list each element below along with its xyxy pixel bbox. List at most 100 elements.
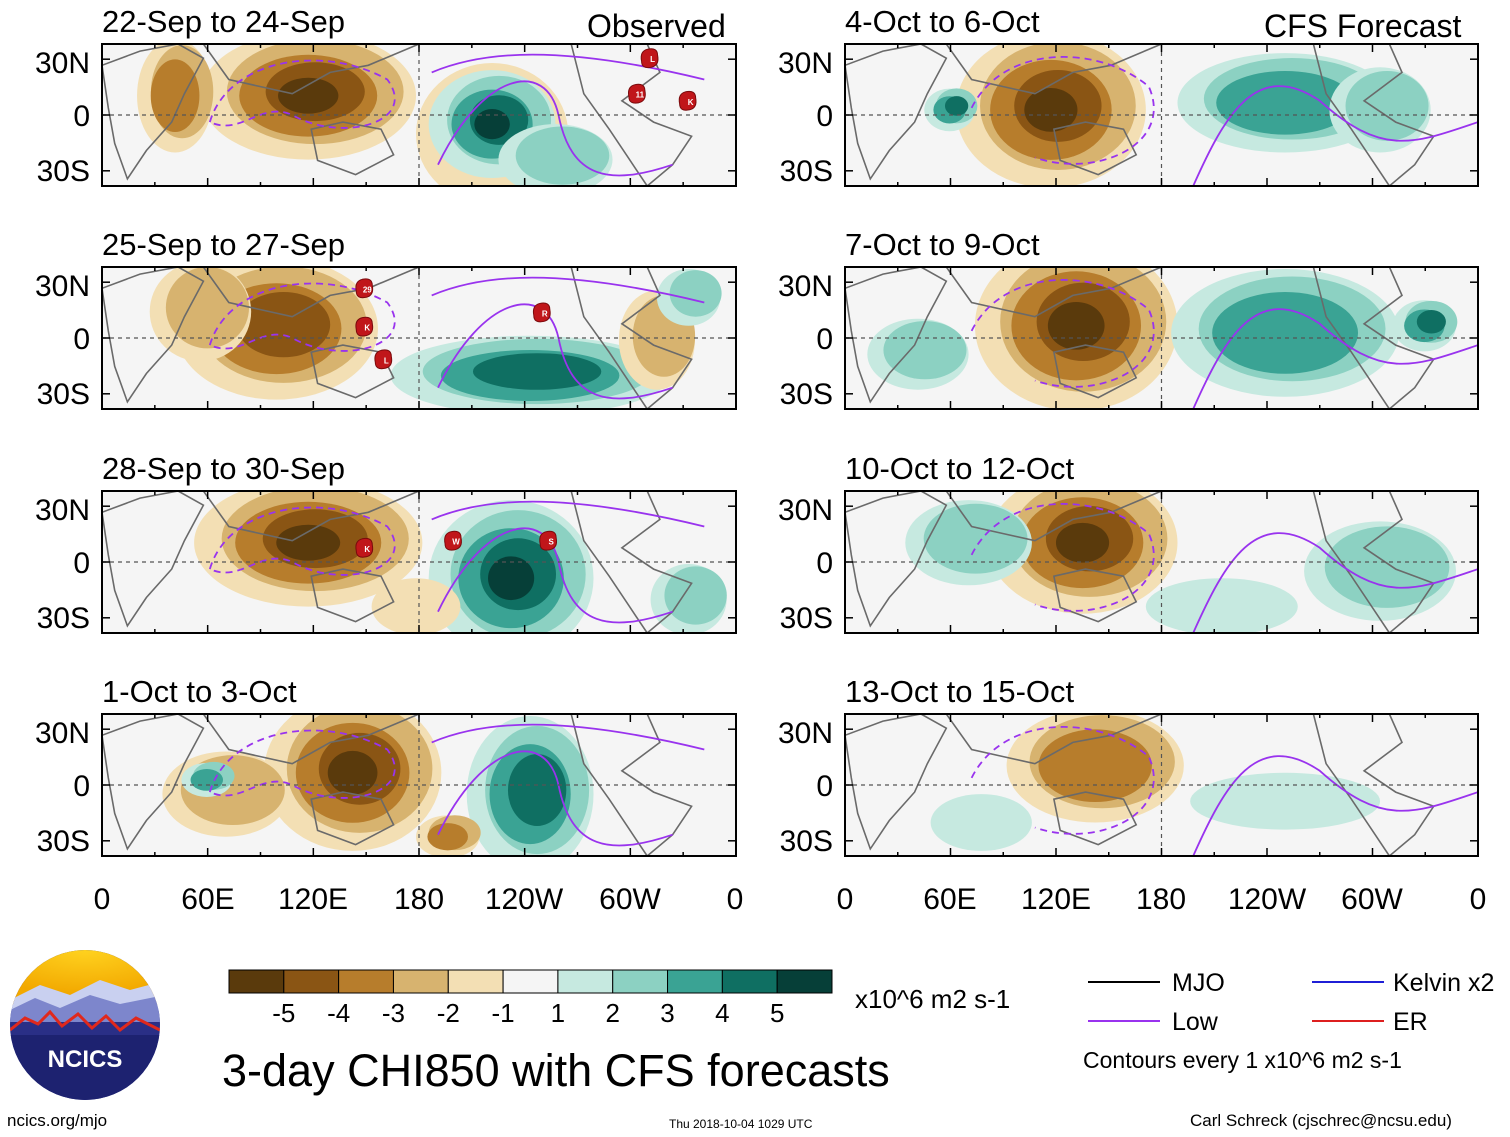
panel-date-range: 7-Oct to 9-Oct	[845, 227, 1040, 262]
lat-tick-label: 30N	[778, 47, 833, 80]
lon-tick-label: 60E	[181, 883, 234, 916]
tropical-cyclone-marker: W	[444, 530, 462, 551]
suppressed-convection-region	[1055, 522, 1110, 563]
svg-text:L: L	[650, 55, 655, 64]
logo-text: NCICS	[48, 1046, 123, 1073]
coastline	[945, 267, 1162, 318]
lat-tick-label: 0	[816, 100, 833, 133]
tropical-cyclone-marker: 29	[355, 278, 374, 299]
footer-url[interactable]: ncics.org/mjo	[7, 1111, 108, 1130]
line-legend: MJO Kelvin x2 Low ER Contours every 1 x1…	[1083, 969, 1494, 1073]
observed-label: Observed	[587, 8, 726, 44]
lon-axis-left: 0 60E 120E 180 120W 60W 0	[94, 883, 744, 916]
ncics-logo: NCICS	[10, 950, 160, 1100]
suppressed-convection-region	[150, 59, 200, 133]
enhanced-convection-region	[1190, 772, 1381, 830]
lat-tick-label: 30N	[778, 270, 833, 303]
colorbar-swatch	[338, 969, 394, 994]
svg-text:S: S	[548, 538, 554, 547]
panel-date-range: 25-Sep to 27-Sep	[102, 227, 345, 262]
enhanced-convection-region	[1216, 70, 1354, 135]
panel-date-range: 4-Oct to 6-Oct	[845, 4, 1040, 39]
footer-timestamp: Thu 2018-10-04 1029 UTC	[669, 1117, 813, 1131]
enhanced-convection-region	[930, 794, 1032, 851]
enhanced-convection-region	[472, 353, 602, 390]
lat-tick-label: 30N	[35, 717, 90, 750]
low-contour	[1192, 85, 1478, 186]
coastline	[845, 714, 948, 851]
lat-tick-label: 30N	[35, 47, 90, 80]
low-contour	[208, 59, 396, 129]
suppressed-convection-region	[1024, 88, 1078, 132]
enhanced-convection-region	[1212, 292, 1359, 374]
low-contour	[431, 723, 705, 751]
lon-tick-label: 0	[94, 883, 111, 916]
svg-text:K: K	[364, 545, 370, 554]
enhanced-convection-region	[669, 270, 722, 317]
enhanced-convection-region	[664, 566, 727, 625]
suppressed-convection-region	[1047, 301, 1105, 350]
colorbar-tick-label: 5	[770, 998, 784, 1028]
coastline	[845, 267, 948, 404]
lat-tick-label: 30N	[35, 270, 90, 303]
svg-text:11: 11	[636, 91, 645, 100]
lon-tick-label: 0	[1470, 883, 1487, 916]
low-contour	[431, 53, 705, 81]
legend-label-mjo: MJO	[1172, 969, 1225, 997]
tropical-cyclone-marker: L	[640, 48, 659, 69]
lon-tick-label: 0	[727, 883, 744, 916]
coastline	[102, 267, 205, 404]
coastline	[845, 491, 948, 628]
suppressed-convection-region	[276, 524, 341, 561]
legend-label-er: ER	[1393, 1008, 1428, 1036]
tropical-cyclone-marker: L	[374, 349, 393, 370]
panel-date-range: 28-Sep to 30-Sep	[102, 451, 345, 486]
colorbar-tick-label: 3	[660, 998, 674, 1028]
coastline	[845, 44, 948, 181]
coastline	[102, 44, 205, 181]
enhanced-convection-region	[507, 754, 567, 827]
lat-tick-label: 30S	[37, 825, 90, 858]
suppressed-convection-region	[278, 77, 339, 114]
enhanced-convection-region	[923, 503, 1028, 574]
colorbar-swatch	[776, 969, 833, 994]
coastline	[570, 267, 693, 409]
low-contour	[970, 56, 1155, 165]
lon-tick-label: 120W	[485, 883, 564, 916]
legend-label-low: Low	[1172, 1008, 1219, 1036]
lat-tick-label: 0	[816, 770, 833, 803]
coastline	[1052, 568, 1138, 623]
lat-tick-label: 30S	[37, 378, 90, 411]
enhanced-convection-region	[1324, 526, 1450, 608]
coastline	[570, 44, 693, 186]
lat-tick-label: 30N	[778, 717, 833, 750]
footer-author: Carl Schreck (cjschrec@ncsu.edu)	[1190, 1111, 1452, 1130]
coastline	[202, 491, 420, 542]
lat-tick-label: 30S	[37, 155, 90, 188]
suppressed-convection-region	[371, 578, 461, 633]
low-contour	[1192, 308, 1478, 409]
colorbar-units: x10^6 m2 s-1	[855, 984, 1010, 1014]
svg-text:W: W	[452, 538, 460, 547]
coastline	[310, 791, 395, 846]
colorbar-swatch	[557, 969, 614, 994]
lon-tick-label: 60W	[599, 883, 661, 916]
colorbar-tick-label: 2	[605, 998, 619, 1028]
lat-tick-label: 30N	[35, 494, 90, 527]
map-panel: 30N 0 30S 22-Sep to 24-Sep L 11 K	[35, 4, 737, 188]
lat-tick-label: 30S	[780, 155, 833, 188]
colorbar-swatch	[721, 969, 778, 994]
low-contour	[431, 276, 705, 304]
coastline	[570, 491, 693, 633]
lon-axis-right: 0 60E 120E 180 120W 60W 0	[837, 883, 1487, 916]
map-panel: 30N 0 30S 7-Oct to 9-Oct	[778, 227, 1479, 411]
colorbar-swatch	[228, 969, 285, 994]
lat-tick-label: 30S	[780, 378, 833, 411]
lat-tick-label: 30S	[37, 602, 90, 635]
lon-tick-label: 120W	[1228, 883, 1307, 916]
lat-tick-label: 0	[816, 323, 833, 356]
coastline	[310, 121, 395, 176]
colorbar-swatch	[447, 969, 504, 994]
enhanced-convection-region	[1145, 578, 1298, 633]
